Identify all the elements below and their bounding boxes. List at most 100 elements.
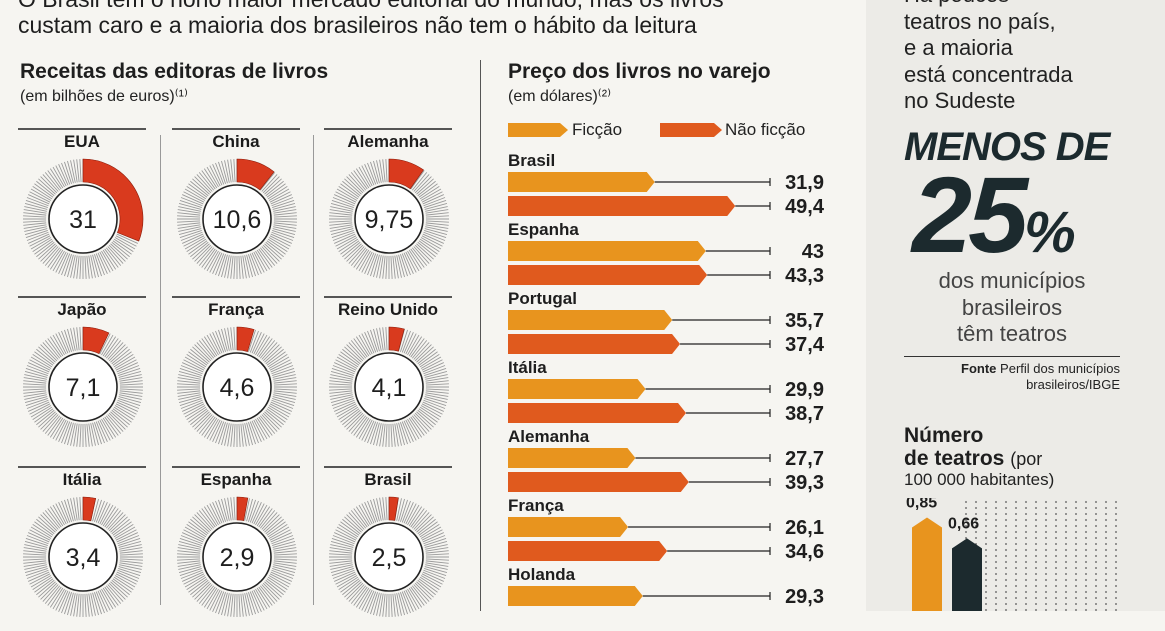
donut-rule bbox=[18, 128, 146, 130]
theaters-bar-1 bbox=[912, 517, 942, 611]
bar-category-espanha: Espanha bbox=[508, 220, 579, 239]
donut-slice-eua bbox=[82, 158, 144, 242]
donut-rule bbox=[172, 466, 300, 468]
theaters-title-1: Número bbox=[904, 424, 984, 447]
donut-center bbox=[202, 184, 272, 254]
donut-rule bbox=[172, 296, 300, 298]
donut-graphic: 10,6 bbox=[177, 158, 297, 279]
legend-swatch-ficcao bbox=[508, 123, 568, 137]
donut-value-alemanha: 9,75 bbox=[365, 206, 414, 234]
donut-rule bbox=[324, 296, 452, 298]
source-text-2: brasileiros/IBGE bbox=[1026, 377, 1120, 392]
donut-label: Japão bbox=[57, 300, 107, 319]
donut-graphic: 4,6 bbox=[177, 326, 297, 447]
theaters-subtitle: 100 000 habitantes) bbox=[904, 470, 1055, 489]
donut-rule bbox=[18, 296, 146, 298]
donut-value-japao: 7,1 bbox=[66, 374, 101, 402]
donut-china: China 10,6 bbox=[172, 128, 312, 293]
donut-center bbox=[354, 184, 424, 254]
donut-value-espanha: 2,9 bbox=[220, 544, 255, 572]
donut-graphic: 9,75 bbox=[329, 158, 449, 279]
donut-center bbox=[48, 522, 118, 592]
theater-intro-line: está concentrada bbox=[904, 61, 1073, 87]
theaters-bar-chart: 0,85 0,66 bbox=[906, 498, 1117, 611]
donut-reino-unido: Reino Unido 4,1 bbox=[324, 296, 464, 461]
donut-rule bbox=[18, 466, 146, 468]
donut-label: Brasil bbox=[364, 470, 412, 489]
bar-value-alemanha-ficcao: 27,7 bbox=[785, 448, 824, 470]
source-text: Perfil dos municípios bbox=[1000, 361, 1120, 376]
theater-intro-line: no Sudeste bbox=[904, 88, 1016, 113]
bar-value-portugal-nao-ficcao: 37,4 bbox=[785, 334, 825, 356]
donut-center bbox=[48, 352, 118, 422]
donut-ticks bbox=[177, 327, 297, 447]
bar-category-brasil: Brasil bbox=[508, 151, 555, 170]
bar-category-portugal: Portugal bbox=[508, 289, 577, 308]
big-number: 25% bbox=[912, 160, 1076, 288]
bar-alemanha-ficcao bbox=[508, 448, 636, 468]
donut-rule bbox=[172, 128, 300, 130]
price-bar-chart: Brasil31,949,4Espanha4343,3Portugal35,73… bbox=[508, 151, 825, 608]
bar-category-alemanha: Alemanha bbox=[508, 427, 590, 446]
donut-espanha: Espanha 2,9 bbox=[172, 466, 312, 631]
donut-slice-reino-unido bbox=[388, 326, 405, 352]
donut-center bbox=[202, 352, 272, 422]
donut-brasil: Brasil 2,5 bbox=[324, 466, 464, 631]
legend-label-ficcao: Ficção bbox=[572, 120, 623, 139]
bar-alemanha-nao-ficcao bbox=[508, 472, 689, 492]
big-caption-line: brasileiros bbox=[961, 294, 1063, 320]
donut-graphic: 7,1 bbox=[23, 326, 143, 447]
intro-text: O Brasil tem o nono maior mercado editor… bbox=[18, 0, 724, 38]
theaters-dot-grid bbox=[965, 501, 1117, 611]
bar-value-franca-nao-ficcao: 34,6 bbox=[785, 541, 824, 563]
donut-label: EUA bbox=[64, 132, 100, 151]
donut-slice-japao bbox=[82, 326, 110, 355]
price-title: Preço dos livros no varejo bbox=[508, 60, 771, 83]
theater-intro-line: Há poucos bbox=[904, 0, 1009, 8]
big-number-value: 25 bbox=[912, 154, 1028, 275]
donut-slice-espanha bbox=[236, 496, 249, 521]
donut-japao: Japão 7,1 bbox=[18, 296, 158, 461]
donut-slice-china bbox=[236, 158, 275, 191]
donut-label: China bbox=[212, 132, 260, 151]
donut-rule bbox=[324, 466, 452, 468]
bar-value-brasil-nao-ficcao: 49,4 bbox=[785, 196, 825, 218]
donut-slice-alemanha bbox=[388, 158, 424, 190]
bar-category-franca: França bbox=[508, 496, 564, 515]
bar-espanha-nao-ficcao bbox=[508, 265, 708, 285]
donut-center bbox=[202, 522, 272, 592]
donut-graphic: 4,1 bbox=[329, 326, 449, 447]
bar-franca-ficcao bbox=[508, 517, 629, 537]
bar-portugal-nao-ficcao bbox=[508, 334, 681, 354]
big-number-percent: % bbox=[1024, 200, 1076, 265]
source-note: Fonte Perfil dos municípios brasileiros/… bbox=[904, 356, 1120, 393]
donut-value-eua: 31 bbox=[69, 206, 97, 234]
big-caption-line: dos municípios bbox=[938, 268, 1086, 293]
donut-center bbox=[354, 522, 424, 592]
source-label: Fonte bbox=[961, 361, 997, 376]
donut-slice-franca bbox=[236, 326, 255, 352]
revenue-subtitle: (em bilhões de euros)⁽¹⁾ bbox=[20, 88, 188, 105]
donut-ticks bbox=[329, 497, 449, 617]
donut-graphic: 2,9 bbox=[177, 496, 297, 617]
donut-label: Itália bbox=[62, 470, 102, 489]
donut-label: França bbox=[208, 300, 264, 319]
donut-ticks bbox=[329, 327, 449, 447]
donut-label: Reino Unido bbox=[337, 300, 439, 319]
theaters-value-1: 0,85 bbox=[906, 498, 937, 512]
donut-alemanha: Alemanha 9,75 bbox=[324, 128, 464, 293]
bar-value-portugal-ficcao: 35,7 bbox=[785, 310, 824, 332]
donut-graphic: 31 bbox=[23, 158, 144, 279]
bar-franca-nao-ficcao bbox=[508, 541, 668, 561]
donut-value-franca: 4,6 bbox=[220, 374, 255, 402]
donut-ticks bbox=[23, 497, 143, 617]
donut-label: Espanha bbox=[200, 470, 272, 489]
big-caption-line: têm teatros bbox=[956, 321, 1068, 346]
legend-swatch-nao-ficcao bbox=[660, 123, 722, 137]
bar-category-holanda: Holanda bbox=[508, 565, 576, 584]
separator bbox=[313, 135, 314, 605]
donut-center bbox=[48, 184, 118, 254]
revenue-title: Receitas das editoras de livros bbox=[20, 60, 329, 83]
donut-value-brasil: 2,5 bbox=[372, 544, 407, 572]
bar-value-alemanha-nao-ficcao: 39,3 bbox=[785, 472, 824, 494]
